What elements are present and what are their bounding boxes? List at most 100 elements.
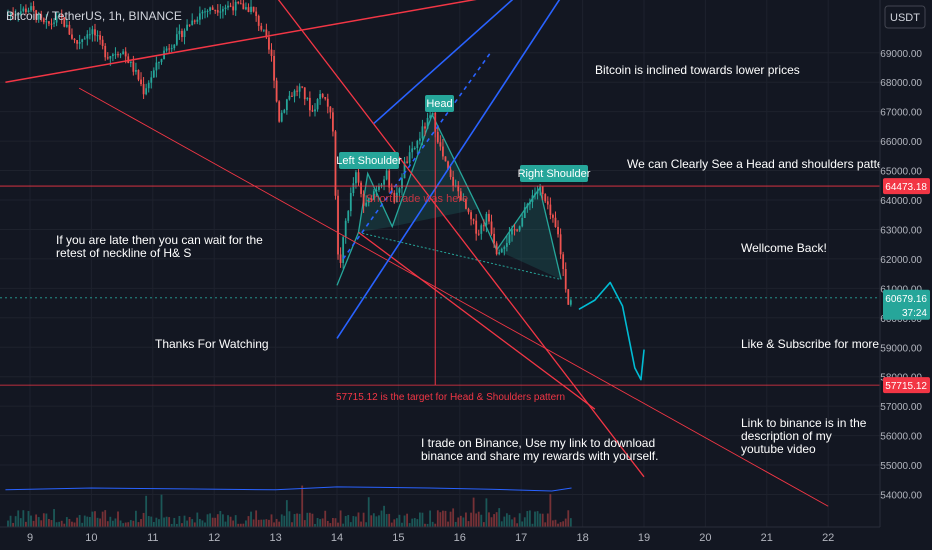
currency-button[interactable]: USDT: [884, 5, 926, 29]
volume-bar: [549, 494, 552, 527]
candle: [549, 204, 552, 216]
time-tick-label: 9: [27, 532, 33, 544]
candle: [160, 59, 163, 63]
candle: [465, 199, 467, 209]
candle: [321, 93, 324, 98]
horizontal-levels: [0, 185, 880, 386]
candle: [508, 234, 511, 244]
candle: [257, 15, 260, 26]
volume-bar: [96, 517, 99, 527]
volume-bar: [283, 515, 286, 527]
candle: [467, 208, 470, 213]
short-trade-note: Short trade was here: [366, 193, 468, 205]
volume-bar: [193, 522, 196, 527]
level-label-bg: [883, 377, 930, 394]
current-price-label-bg: [883, 289, 930, 320]
candle: [490, 221, 493, 234]
volume-bar: [442, 510, 444, 527]
volume-bar: [429, 510, 432, 527]
volume-bar: [447, 521, 449, 527]
candle: [342, 237, 345, 263]
volume-bar: [257, 519, 260, 527]
candle: [498, 252, 501, 255]
candle: [45, 21, 48, 23]
candle: [201, 11, 204, 14]
volume-bar: [132, 520, 135, 527]
candle: [426, 117, 429, 129]
volume-bar: [401, 522, 403, 527]
candle: [71, 34, 73, 39]
volume-bar: [221, 514, 224, 527]
candle: [398, 188, 401, 193]
volume-bar: [434, 523, 437, 527]
time-tick-label: 18: [576, 532, 588, 544]
volume-bar: [224, 521, 227, 527]
volume-bar: [321, 518, 324, 527]
candle: [562, 254, 565, 269]
volume-bar: [201, 520, 204, 527]
grid: [0, 0, 880, 527]
candle: [135, 70, 137, 72]
candle: [273, 55, 275, 81]
candle: [344, 220, 347, 238]
candle: [173, 44, 176, 49]
candle: [559, 234, 562, 255]
price-tick-label: 56000.00: [880, 432, 922, 443]
candle: [247, 7, 250, 13]
candle: [78, 42, 81, 44]
candle: [145, 88, 148, 95]
candle: [480, 225, 483, 234]
candle: [12, 13, 15, 15]
time-tick-label: 11: [147, 532, 158, 544]
volume-bar: [308, 512, 311, 527]
volume-bar: [109, 516, 112, 527]
candle: [457, 185, 460, 192]
volume-bar: [562, 521, 565, 527]
volume-bar: [439, 512, 442, 527]
volume-bar: [142, 512, 145, 527]
time-tick-label: 10: [85, 532, 97, 544]
volume-bar: [12, 522, 15, 527]
svg-text:USDT: USDT: [890, 12, 920, 24]
time-tick-label: 19: [638, 532, 650, 544]
like-note: Like & Subscribe for more: [741, 337, 879, 351]
text-line: retest of neckline of H& S: [56, 246, 191, 260]
price-tick-label: 64000.00: [880, 196, 922, 207]
volume-bar: [316, 517, 319, 527]
volume-bar: [324, 510, 327, 527]
volume-bar: [306, 512, 309, 527]
volume-ma-line: [5, 486, 572, 492]
price-axis: 54000.0055000.0056000.0057000.0058000.00…: [879, 0, 932, 550]
candle: [224, 7, 227, 10]
trendline-neckline-extension: [358, 231, 596, 410]
candle: [170, 48, 173, 50]
volume-bar: [291, 522, 293, 527]
trendlines: [5, 0, 829, 507]
level-label-bg: [883, 178, 930, 195]
time-tick-label: 14: [331, 532, 343, 544]
volume-bar: [58, 521, 61, 527]
volume-bar: [472, 497, 475, 527]
volume-bar: [99, 518, 101, 527]
candle: [395, 192, 398, 203]
candle: [50, 23, 53, 25]
volume-bar: [470, 512, 472, 527]
volume-bar: [163, 517, 165, 527]
candle: [60, 14, 63, 18]
volume-bar: [288, 511, 291, 527]
volume-bar: [557, 523, 559, 527]
candle: [503, 246, 506, 249]
volume-ma: [5, 486, 572, 492]
volume-bar: [168, 517, 171, 527]
candle: [531, 195, 534, 203]
volume-bar: [214, 517, 217, 527]
candle: [237, 1, 240, 4]
volume-bar: [252, 519, 255, 527]
time-tick-label: 15: [392, 532, 404, 544]
head-label: Head: [425, 95, 454, 112]
price-tick-label: 69000.00: [880, 49, 922, 60]
volume-bar: [467, 521, 470, 527]
volume-bar: [531, 523, 534, 527]
